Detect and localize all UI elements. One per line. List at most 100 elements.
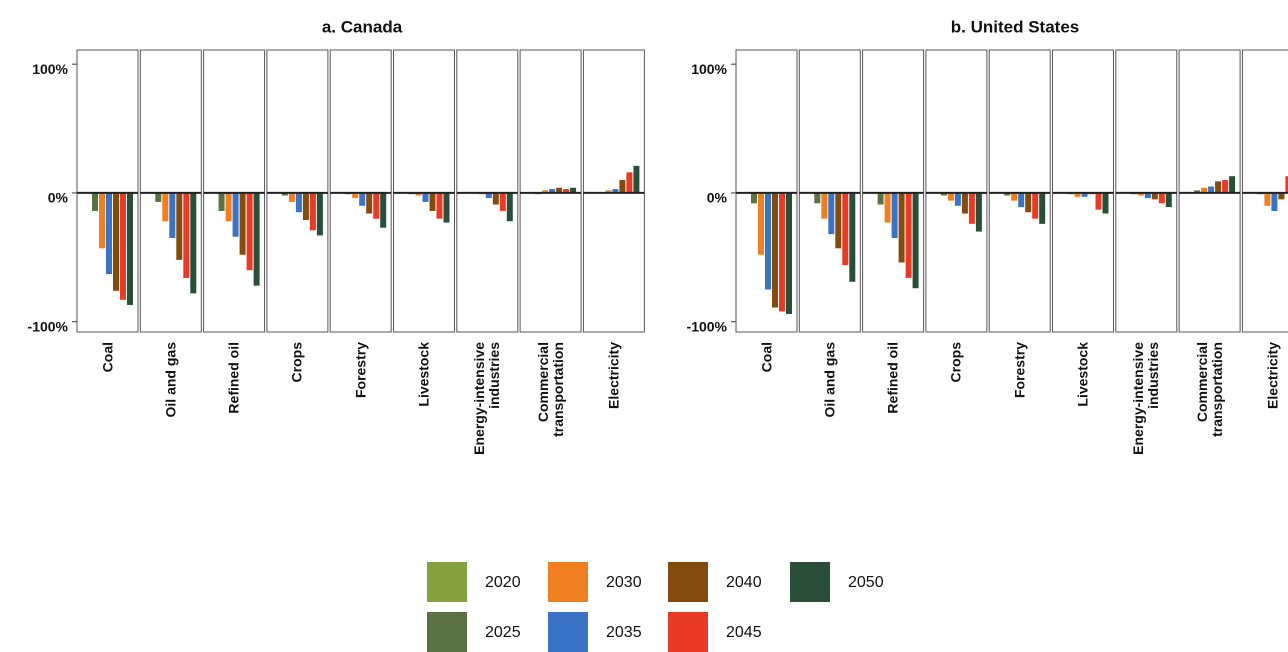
facet-frame [1115, 49, 1178, 333]
x-tick-label: Livestock [1074, 342, 1091, 407]
bar: 2035 [1081, 192, 1088, 197]
bar [485, 192, 492, 199]
facet-frame [393, 49, 455, 333]
bar: 2050 [912, 192, 919, 289]
bar [253, 192, 260, 286]
bar [570, 187, 577, 193]
bar [127, 192, 133, 305]
bar [633, 165, 640, 193]
legend-swatch [427, 562, 467, 602]
bar [225, 192, 232, 222]
bar [506, 192, 513, 222]
bar [549, 189, 556, 193]
facet-frame [1052, 49, 1114, 333]
bar [436, 192, 443, 219]
bar: 2035 [828, 192, 835, 235]
bar: 2035 [954, 192, 961, 206]
legend-label: 2035 [606, 624, 642, 641]
bar: 2025 [814, 192, 821, 204]
bar: 2040 [1278, 192, 1285, 200]
x-tick-label: Coal [758, 342, 774, 373]
x-tick-label: Electricity [1264, 342, 1281, 409]
facet-frame [456, 49, 519, 333]
bar [190, 192, 197, 294]
bar: 2025 [877, 192, 884, 205]
facet-frame [1241, 49, 1288, 333]
bar [563, 189, 570, 193]
bar: 2045 [1032, 192, 1039, 219]
bar [218, 192, 225, 211]
bar [92, 192, 98, 211]
facet-frame [988, 49, 1051, 333]
bar [288, 192, 295, 202]
bar: 2045 [1095, 192, 1102, 210]
bar [176, 192, 183, 260]
bar [492, 192, 499, 205]
bar [443, 192, 450, 223]
facet-frame [1178, 49, 1241, 333]
bar [422, 192, 429, 202]
bar: 2040 [1025, 192, 1032, 213]
bar: 2050 [1102, 192, 1109, 214]
x-tick-label: Energy-intensive industries [471, 342, 503, 455]
bar: 2035 [765, 192, 771, 290]
bar [373, 192, 380, 219]
bar [366, 192, 373, 214]
bar: 2025 [1004, 192, 1011, 196]
bar [612, 189, 619, 193]
bar [120, 192, 126, 300]
bar: 2035 [1208, 186, 1215, 193]
bar: 2030 [758, 192, 764, 255]
bar: 2040 [772, 192, 778, 308]
bar [542, 190, 549, 193]
bar [352, 192, 359, 199]
facet-frame [76, 49, 139, 333]
bar [113, 192, 119, 291]
facet-frame [329, 49, 392, 333]
bar: 2030 [821, 192, 828, 219]
bar [155, 192, 162, 202]
bar: 2025 [1194, 190, 1201, 193]
bar: 2030 [1201, 187, 1208, 193]
bar [309, 192, 316, 231]
bar: 2050 [786, 192, 792, 314]
bar: 2050 [849, 192, 856, 282]
bar: 2045 [779, 192, 785, 312]
bar [183, 192, 190, 278]
x-tick-label: Commercial transportation [1193, 342, 1225, 437]
bar: 2045 [1285, 176, 1288, 193]
y-tick-label: 0% [48, 190, 69, 206]
facet-frame [203, 49, 266, 333]
bar [380, 192, 387, 228]
facet-frame [862, 49, 925, 333]
x-tick-label: Forestry [1011, 342, 1028, 399]
x-tick-label: Crops [288, 342, 305, 383]
bar: 2030 [1011, 192, 1018, 201]
x-tick-label: Forestry [352, 342, 369, 399]
bar: 2045 [842, 192, 849, 266]
bar [281, 192, 288, 196]
bar: 2050 [975, 192, 982, 232]
facet-frame [925, 49, 988, 333]
panel-title: b. United States [951, 17, 1079, 36]
bar [232, 192, 239, 237]
legend-label: 2050 [848, 574, 884, 591]
facet-frame [582, 49, 645, 333]
bar: 2040 [961, 192, 968, 214]
x-tick-label: Coal [99, 342, 115, 373]
bar: 2040 [898, 192, 905, 263]
bar: 2045 [1222, 180, 1229, 193]
bar: 2040 [1215, 181, 1222, 193]
y-tick-label: 100% [691, 61, 727, 77]
bar: 2040 [1151, 192, 1158, 200]
bar: 2050 [1165, 192, 1172, 208]
bar: 2035 [1144, 192, 1151, 199]
x-tick-label: Commercial transportation [534, 342, 566, 437]
legend-label: 2030 [606, 574, 642, 591]
bar: 2045 [1158, 192, 1165, 204]
legend-swatch [548, 562, 588, 602]
bar [429, 192, 436, 211]
bar: 2030 [1137, 192, 1144, 196]
